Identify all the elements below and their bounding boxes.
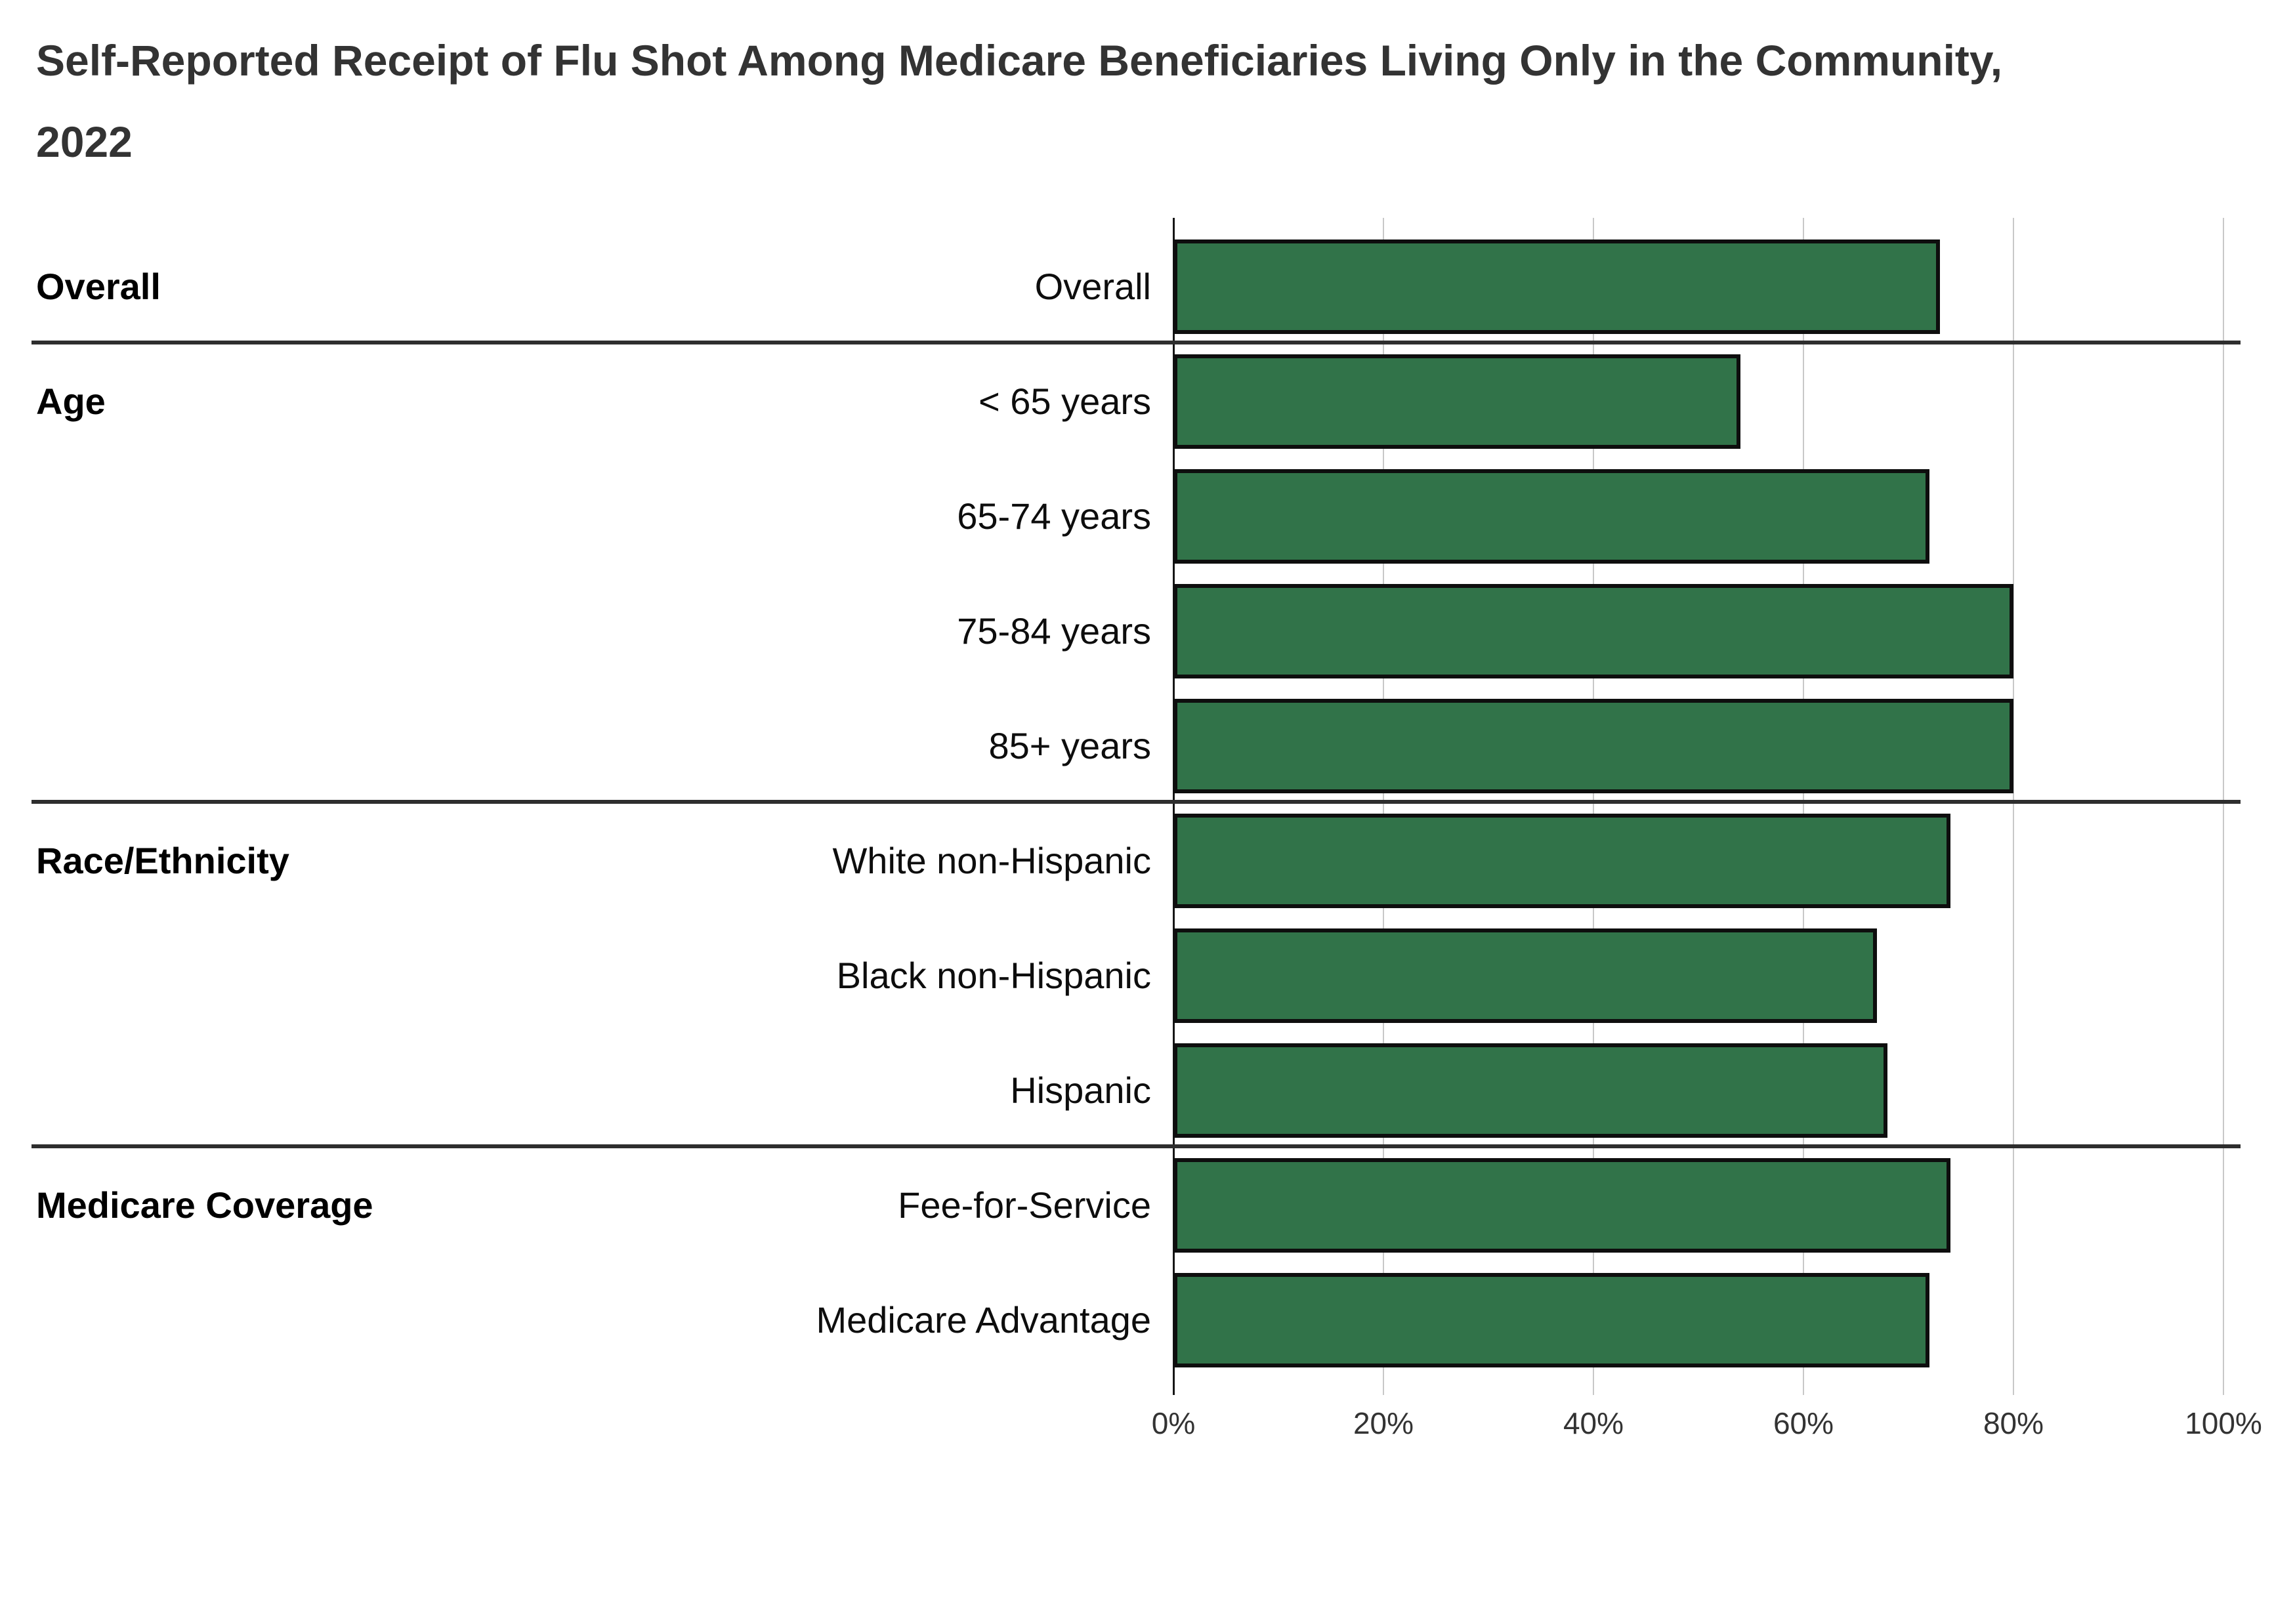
category-label-Hispanic: Hispanic <box>1010 1070 1151 1111</box>
x-tick-label-80%: 80% <box>1983 1406 2044 1440</box>
category-label-White non-Hispanic: White non-Hispanic <box>832 840 1151 881</box>
category-label-Black non-Hispanic: Black non-Hispanic <box>836 955 1151 996</box>
x-tick-label-40%: 40% <box>1563 1406 1624 1440</box>
bar-White non-Hispanic <box>1173 814 1950 908</box>
plot-area <box>1173 218 2224 1395</box>
bar-65-74 years <box>1173 469 1929 564</box>
gridline-60% <box>1803 218 1804 1395</box>
gridline-20% <box>1383 218 1384 1395</box>
bar-Fee-for-Service <box>1173 1158 1950 1253</box>
group-separator-after-Age <box>32 800 2241 804</box>
x-tick-label-100%: 100% <box>2185 1406 2262 1440</box>
bar-Overall <box>1173 239 1940 334</box>
bar-75-84 years <box>1173 584 2013 678</box>
x-tick-label-0%: 0% <box>1151 1406 1196 1440</box>
x-tick-label-20%: 20% <box>1353 1406 1414 1440</box>
category-label-75-84 years: 75-84 years <box>957 610 1151 652</box>
gridline-100% <box>2223 218 2224 1395</box>
category-label-Medicare Advantage: Medicare Advantage <box>816 1299 1151 1341</box>
gridline-40% <box>1593 218 1594 1395</box>
bar-85+ years <box>1173 699 2013 793</box>
group-label-Race/Ethnicity: Race/Ethnicity <box>36 840 289 881</box>
bar-< 65 years <box>1173 354 1740 449</box>
group-label-Age: Age <box>36 381 106 422</box>
bar-Black non-Hispanic <box>1173 928 1877 1023</box>
category-label-Overall: Overall <box>1034 266 1151 307</box>
chart-title: Self-Reported Receipt of Flu Shot Among … <box>36 36 2003 166</box>
group-separator-after-Race/Ethnicity <box>32 1144 2241 1148</box>
group-separator-after-Overall <box>32 341 2241 344</box>
group-label-Medicare Coverage: Medicare Coverage <box>36 1184 373 1226</box>
x-tick-label-60%: 60% <box>1773 1406 1834 1440</box>
bar-Hispanic <box>1173 1043 1887 1138</box>
y-axis-line <box>1173 218 1175 1395</box>
category-label-Fee-for-Service: Fee-for-Service <box>898 1184 1151 1226</box>
gridline-80% <box>2013 218 2014 1395</box>
category-label-65-74 years: 65-74 years <box>957 495 1151 537</box>
group-label-Overall: Overall <box>36 266 161 307</box>
category-label-85+ years: 85+ years <box>988 725 1152 766</box>
bar-Medicare Advantage <box>1173 1273 1929 1367</box>
category-label-< 65 years: < 65 years <box>978 381 1151 422</box>
